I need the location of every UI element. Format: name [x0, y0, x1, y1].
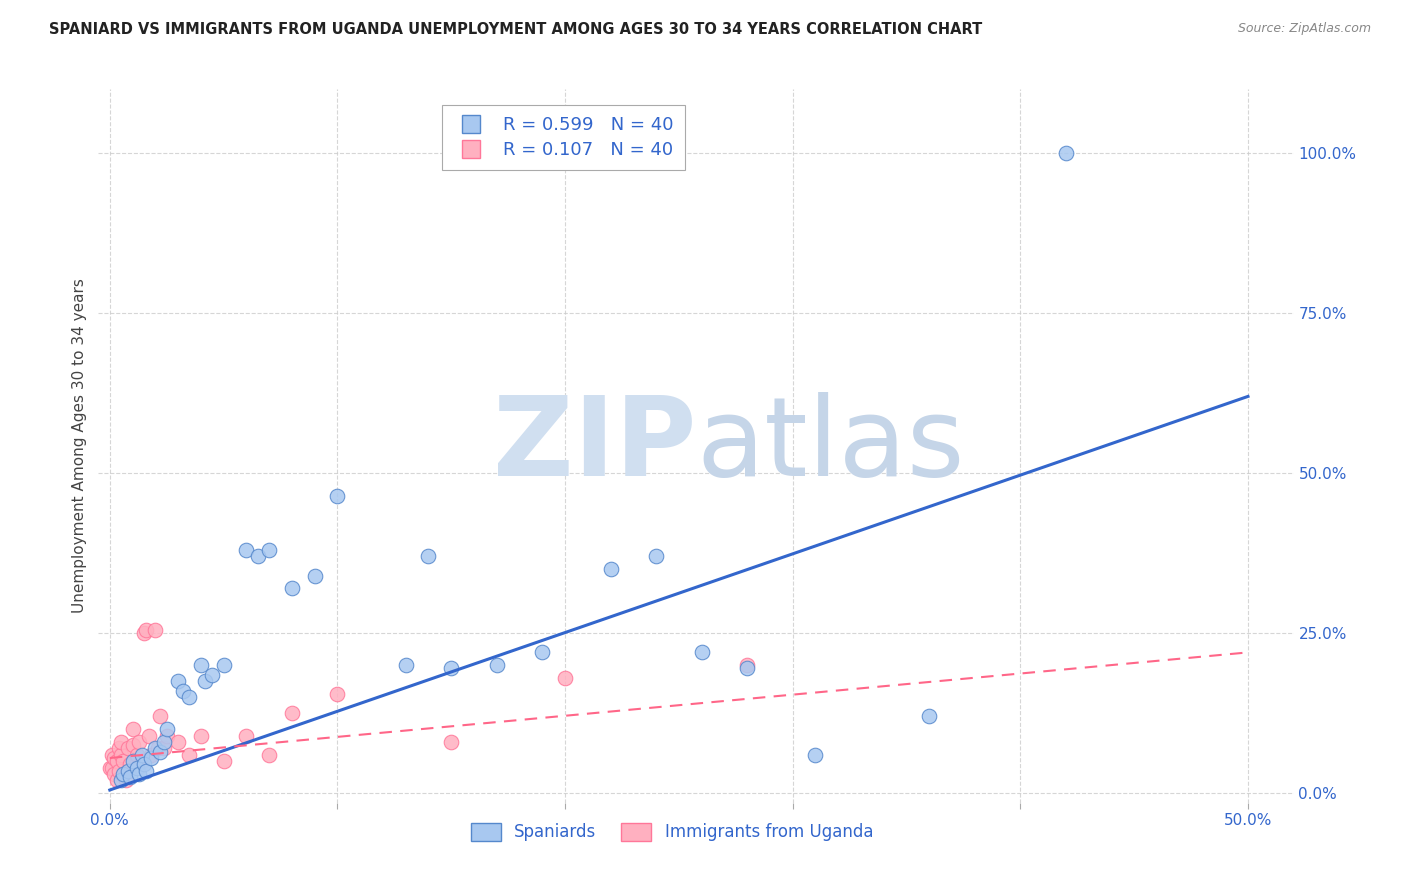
Point: [257, 747, 280, 762]
Point: [395, 658, 418, 673]
Point: [645, 549, 668, 564]
Point: [690, 645, 713, 659]
Point: [190, 658, 212, 673]
Point: [440, 661, 463, 675]
Point: [735, 661, 758, 675]
Point: [105, 754, 128, 768]
Point: [128, 767, 150, 781]
Point: [194, 674, 217, 689]
Point: [103, 767, 125, 781]
Point: [326, 489, 349, 503]
Point: [485, 658, 508, 673]
Point: [156, 722, 179, 736]
Point: [304, 568, 326, 582]
Point: [167, 735, 190, 749]
Point: [114, 773, 136, 788]
Point: [132, 757, 155, 772]
Point: [281, 706, 304, 721]
Point: [112, 754, 135, 768]
Point: [103, 751, 125, 765]
Point: [918, 709, 941, 723]
Text: Source: ZipAtlas.com: Source: ZipAtlas.com: [1237, 22, 1371, 36]
Point: [246, 549, 269, 564]
Text: SPANIARD VS IMMIGRANTS FROM UGANDA UNEMPLOYMENT AMONG AGES 30 TO 34 YEARS CORREL: SPANIARD VS IMMIGRANTS FROM UGANDA UNEMP…: [49, 22, 983, 37]
Point: [101, 761, 124, 775]
Point: [101, 747, 124, 762]
Point: [531, 645, 554, 659]
Point: [127, 747, 149, 762]
Point: [235, 729, 257, 743]
Point: [121, 738, 143, 752]
Point: [179, 690, 201, 705]
Point: [440, 735, 463, 749]
Point: [804, 747, 827, 762]
Point: [1054, 146, 1077, 161]
Point: [120, 757, 142, 772]
Point: [110, 747, 132, 762]
Point: [98, 761, 121, 775]
Point: [156, 729, 179, 743]
Point: [143, 741, 166, 756]
Point: [138, 729, 160, 743]
Point: [108, 741, 131, 756]
Point: [108, 764, 131, 778]
Point: [121, 754, 143, 768]
Point: [554, 671, 576, 685]
Point: [117, 741, 139, 756]
Point: [146, 741, 169, 756]
Point: [167, 674, 190, 689]
Point: [110, 773, 132, 788]
Point: [212, 754, 235, 768]
Point: [110, 735, 132, 749]
Point: [143, 623, 166, 637]
Point: [127, 761, 149, 775]
Y-axis label: Unemployment Among Ages 30 to 34 years: Unemployment Among Ages 30 to 34 years: [72, 278, 87, 614]
Point: [281, 582, 304, 596]
Point: [149, 745, 172, 759]
Point: [153, 741, 176, 756]
Point: [112, 767, 135, 781]
Point: [128, 735, 150, 749]
Point: [149, 709, 172, 723]
Point: [735, 658, 758, 673]
Point: [172, 683, 194, 698]
Point: [326, 687, 349, 701]
Point: [131, 747, 153, 762]
Point: [121, 722, 143, 736]
Point: [132, 626, 155, 640]
Point: [131, 754, 153, 768]
Point: [153, 735, 176, 749]
Point: [190, 729, 212, 743]
Point: [135, 623, 157, 637]
Point: [599, 562, 621, 576]
Point: [117, 764, 139, 778]
Point: [235, 543, 257, 558]
Point: [212, 658, 235, 673]
Point: [179, 747, 201, 762]
Point: [201, 668, 224, 682]
Point: [257, 543, 280, 558]
Point: [139, 747, 162, 762]
Text: atlas: atlas: [696, 392, 965, 500]
Point: [139, 751, 162, 765]
Point: [105, 773, 128, 788]
Point: [120, 770, 142, 784]
Legend: Spaniards, Immigrants from Uganda: Spaniards, Immigrants from Uganda: [464, 816, 880, 848]
Point: [418, 549, 440, 564]
Point: [135, 764, 157, 778]
Text: ZIP: ZIP: [492, 392, 696, 500]
